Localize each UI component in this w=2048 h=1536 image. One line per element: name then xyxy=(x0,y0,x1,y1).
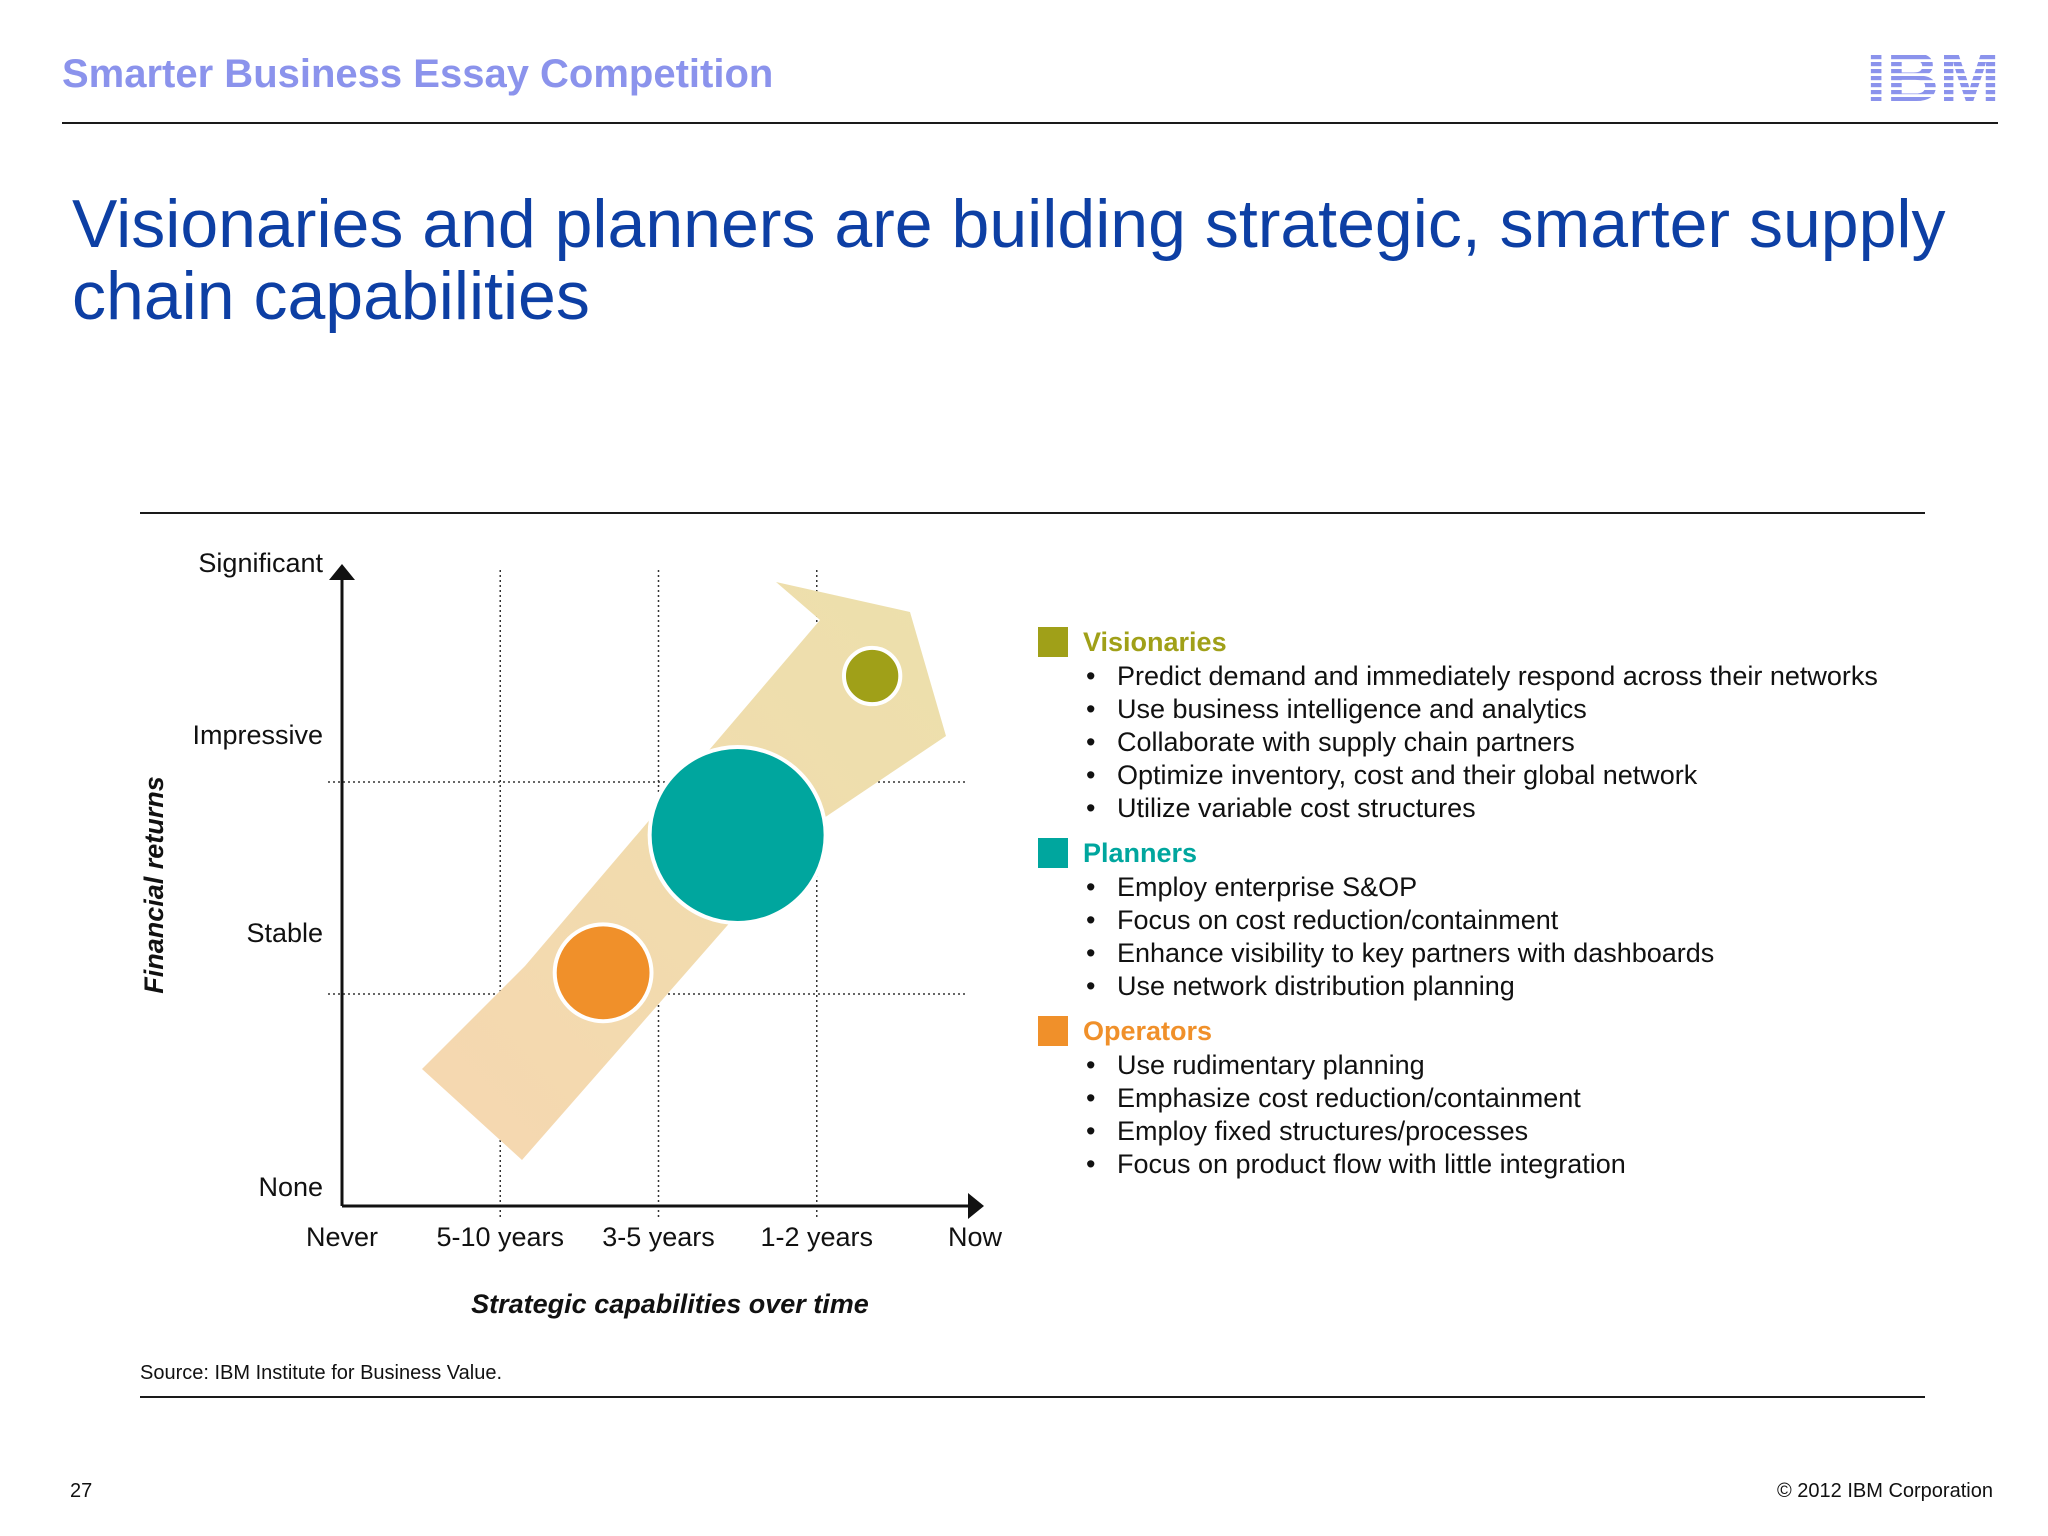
legend-bullet-item: Focus on product flow with little integr… xyxy=(1086,1148,1998,1181)
legend-bullet-item: Emphasize cost reduction/containment xyxy=(1086,1082,1998,1115)
legend-swatch xyxy=(1038,627,1068,657)
legend-swatch xyxy=(1038,838,1068,868)
x-tick-label: Now xyxy=(948,1222,1003,1252)
y-axis-title: Financial returns xyxy=(139,776,169,994)
chart-bottom-divider xyxy=(140,1396,1925,1398)
legend-bullet-list: Employ enterprise S&OPFocus on cost redu… xyxy=(1038,871,1998,1003)
legend-bullet-item: Focus on cost reduction/containment xyxy=(1086,904,1998,937)
legend-bullet-item: Utilize variable cost structures xyxy=(1086,792,1998,825)
y-tick-label: Impressive xyxy=(192,720,323,750)
legend-swatch xyxy=(1038,1016,1068,1046)
ibm-logo: IBM xyxy=(1866,48,2000,104)
legend-bullet-item: Employ enterprise S&OP xyxy=(1086,871,1998,904)
legend-bullet-list: Predict demand and immediately respond a… xyxy=(1038,660,1998,825)
legend-bullet-list: Use rudimentary planningEmphasize cost r… xyxy=(1038,1049,1998,1181)
header-divider xyxy=(62,122,1998,124)
legend-name: Operators xyxy=(1083,1015,1213,1046)
source-note: Source: IBM Institute for Business Value… xyxy=(140,1362,503,1384)
x-tick-label: Never xyxy=(306,1222,378,1252)
legend-bullet-item: Optimize inventory, cost and their globa… xyxy=(1086,759,1998,792)
header-title: Smarter Business Essay Competition xyxy=(62,52,774,96)
legend-group-visionaries: VisionariesPredict demand and immediatel… xyxy=(1038,624,1998,825)
x-tick-label: 3-5 years xyxy=(602,1222,715,1252)
bubble-operators xyxy=(552,922,654,1024)
y-tick-label: Significant xyxy=(198,548,323,578)
bubble-planners xyxy=(647,745,828,925)
legend-header: Planners xyxy=(1038,835,1998,871)
slide-title: Visionaries and planners are building st… xyxy=(72,186,1946,334)
ibm-logo-text: IBM xyxy=(1866,48,2000,104)
legend-group-operators: OperatorsUse rudimentary planningEmphasi… xyxy=(1038,1013,1998,1181)
legend-bullet-item: Enhance visibility to key partners with … xyxy=(1086,937,1998,970)
bubble-visionaries xyxy=(841,645,903,707)
x-axis-title: Strategic capabilities over time xyxy=(471,1289,869,1319)
y-tick-label: Stable xyxy=(246,918,323,948)
y-axis-arrowhead xyxy=(329,564,355,580)
legend-bullet-item: Use rudimentary planning xyxy=(1086,1049,1998,1082)
legend-header: Operators xyxy=(1038,1013,1998,1049)
bubble-chart: Never 5-10 years 3-5 years 1-2 years Now None… xyxy=(139,548,1003,1319)
legend-group-planners: PlannersEmploy enterprise S&OPFocus on c… xyxy=(1038,835,1998,1003)
legend-bullet-item: Use network distribution planning xyxy=(1086,970,1998,1003)
legend-name: Planners xyxy=(1083,837,1198,868)
legend-bullet-item: Collaborate with supply chain partners xyxy=(1086,726,1998,759)
legend-header: Visionaries xyxy=(1038,624,1998,660)
copyright: © 2012 IBM Corporation xyxy=(1777,1480,1993,1502)
legend-bullet-item: Employ fixed structures/processes xyxy=(1086,1115,1998,1148)
legend-bullet-item: Use business intelligence and analytics xyxy=(1086,693,1998,726)
x-tick-label: 1-2 years xyxy=(760,1222,873,1252)
y-tick-label: None xyxy=(258,1172,323,1202)
chart-legend: VisionariesPredict demand and immediatel… xyxy=(1038,624,1998,1191)
legend-name: Visionaries xyxy=(1083,626,1227,657)
x-axis-arrowhead xyxy=(968,1193,984,1219)
legend-bullet-item: Predict demand and immediately respond a… xyxy=(1086,660,1998,693)
chart-top-divider xyxy=(140,512,1925,514)
page-number: 27 xyxy=(70,1480,93,1502)
x-tick-label: 5-10 years xyxy=(436,1222,564,1252)
